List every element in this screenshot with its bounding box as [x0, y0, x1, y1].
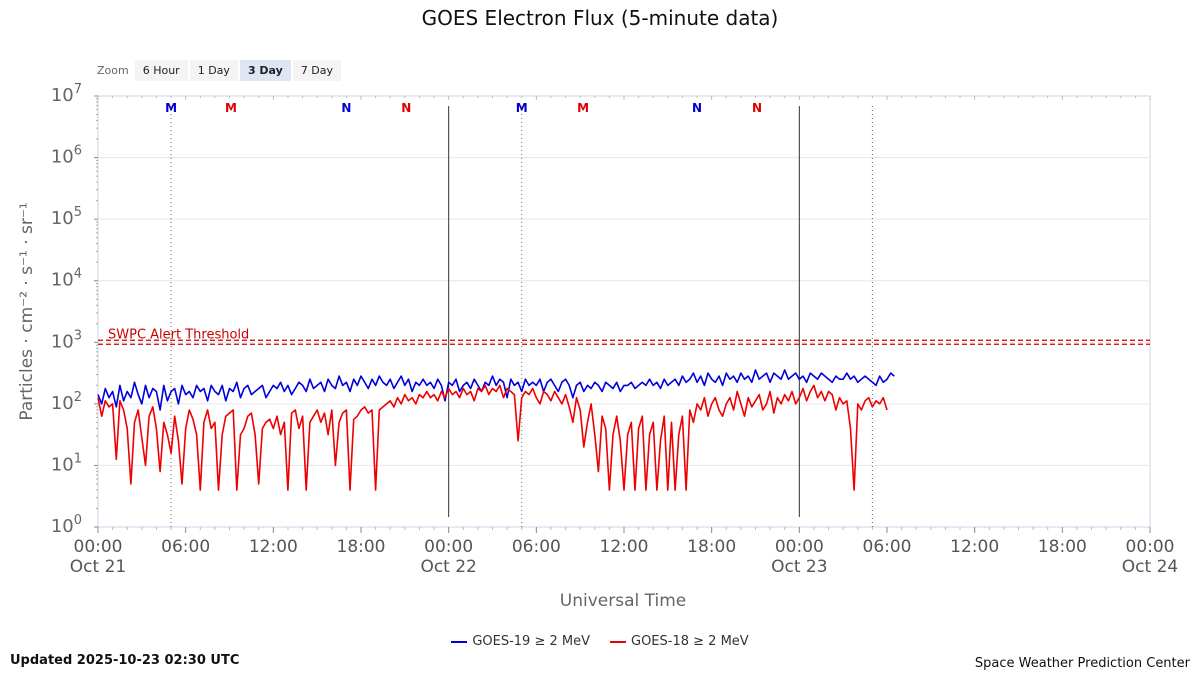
local-time-marker-label: N [752, 101, 762, 115]
y-tick-exponent: 7 [74, 82, 82, 97]
series-line-goes19 [97, 369, 895, 411]
plot-frame [97, 95, 1151, 528]
x-tick-time-label: 12:00 [950, 537, 999, 557]
x-tick-time-label: 06:00 [863, 537, 912, 557]
local-time-marker-label: M [577, 101, 589, 115]
x-tick-date-label: Oct 24 [1122, 557, 1178, 577]
zoom-3-day-button[interactable]: 3 Day [239, 59, 291, 81]
y-tick-label: 106 [51, 144, 82, 168]
x-tick-time-label: 18:00 [687, 537, 736, 557]
y-tick-exponent: 0 [74, 513, 82, 528]
y-tick-exponent: 6 [74, 144, 82, 159]
x-tick-date-label: Oct 21 [70, 557, 126, 577]
legend-label-goes19: GOES-19 ≥ 2 MeV [472, 634, 590, 649]
x-tick-date-label: Oct 23 [771, 557, 827, 577]
x-tick-time-label: 18:00 [337, 537, 386, 557]
y-tick-label: 102 [51, 390, 82, 414]
local-time-marker-label: N [692, 101, 702, 115]
local-time-marker-label: N [341, 101, 351, 115]
local-time-marker-label: M [225, 101, 237, 115]
y-tick-label: 104 [51, 267, 82, 291]
y-axis-title: Particles · cm⁻² · s⁻¹ · sr⁻¹ [17, 202, 37, 420]
x-axis-title: Universal Time [560, 591, 686, 611]
series-line-goes18 [97, 384, 888, 491]
x-tick-time-label: 18:00 [1038, 537, 1087, 557]
chart-legend: GOES-19 ≥ 2 MeV GOES-18 ≥ 2 MeV [0, 634, 1200, 649]
y-tick-exponent: 4 [74, 267, 82, 282]
y-tick-exponent: 3 [74, 328, 82, 343]
chart-title: GOES Electron Flux (5-minute data) [421, 6, 779, 30]
y-tick-exponent: 5 [74, 205, 82, 220]
x-tick-time-label: 12:00 [249, 537, 298, 557]
legend-swatch-goes19 [451, 640, 468, 643]
y-tick-label: 107 [51, 82, 82, 106]
zoom-controls: Zoom 6 Hour 1 Day 3 Day 7 Day [97, 58, 343, 82]
threshold-label: SWPC Alert Threshold [108, 327, 249, 342]
y-tick-label: 100 [51, 513, 82, 537]
local-time-marker-label: N [401, 101, 411, 115]
x-tick-time-label: 12:00 [600, 537, 649, 557]
x-tick-time-label: 06:00 [512, 537, 561, 557]
x-tick-date-label: Oct 22 [420, 557, 476, 577]
legend-item-goes18[interactable]: GOES-18 ≥ 2 MeV [610, 634, 749, 649]
zoom-1-day-button[interactable]: 1 Day [189, 59, 238, 81]
y-tick-exponent: 1 [74, 451, 82, 466]
y-tick-label: 101 [51, 451, 82, 475]
zoom-7-day-button[interactable]: 7 Day [292, 59, 342, 81]
local-time-marker-label: M [165, 101, 177, 115]
y-tick-label: 105 [51, 205, 82, 229]
zoom-label: Zoom [97, 63, 129, 77]
local-time-marker-label: M [516, 101, 528, 115]
legend-label-goes18: GOES-18 ≥ 2 MeV [631, 634, 749, 649]
credit-text: Space Weather Prediction Center [974, 656, 1190, 671]
x-tick-time-label: 00:00 [74, 537, 123, 557]
x-tick-time-label: 00:00 [775, 537, 824, 557]
x-tick-time-label: 00:00 [424, 537, 473, 557]
updated-timestamp: Updated 2025-10-23 02:30 UTC [10, 653, 240, 668]
x-tick-time-label: 00:00 [1126, 537, 1175, 557]
x-tick-time-label: 06:00 [161, 537, 210, 557]
y-tick-exponent: 2 [74, 390, 82, 405]
y-tick-label: 103 [51, 328, 82, 352]
legend-item-goes19[interactable]: GOES-19 ≥ 2 MeV [451, 634, 590, 649]
zoom-6-hour-button[interactable]: 6 Hour [134, 59, 188, 81]
legend-swatch-goes18 [610, 640, 626, 643]
